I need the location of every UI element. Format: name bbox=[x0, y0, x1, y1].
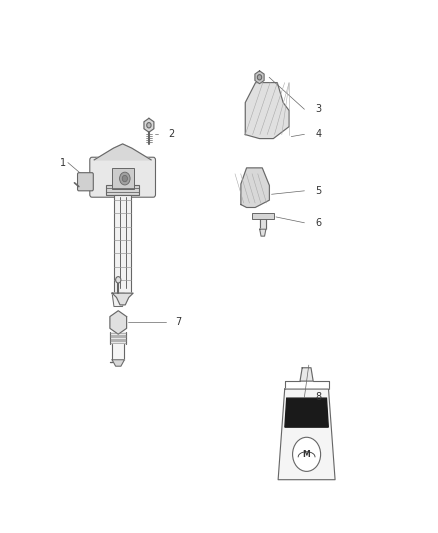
FancyBboxPatch shape bbox=[78, 173, 93, 191]
Polygon shape bbox=[285, 398, 328, 427]
Polygon shape bbox=[112, 293, 124, 306]
Text: 5: 5 bbox=[315, 186, 321, 196]
Polygon shape bbox=[241, 168, 269, 207]
Polygon shape bbox=[112, 293, 133, 305]
Text: 1: 1 bbox=[60, 158, 66, 167]
Bar bbox=[112, 168, 134, 189]
Polygon shape bbox=[260, 229, 266, 236]
Polygon shape bbox=[112, 344, 124, 360]
Text: 8: 8 bbox=[315, 392, 321, 402]
Polygon shape bbox=[110, 333, 126, 344]
FancyBboxPatch shape bbox=[90, 157, 155, 197]
Circle shape bbox=[122, 175, 127, 182]
Circle shape bbox=[293, 437, 321, 471]
Circle shape bbox=[116, 277, 121, 283]
Text: 4: 4 bbox=[315, 130, 321, 139]
Text: 3: 3 bbox=[315, 104, 321, 114]
Polygon shape bbox=[110, 311, 127, 334]
Polygon shape bbox=[112, 360, 124, 366]
Text: 6: 6 bbox=[315, 218, 321, 228]
Circle shape bbox=[147, 123, 151, 128]
Polygon shape bbox=[255, 71, 264, 84]
Bar bbox=[106, 185, 139, 195]
Polygon shape bbox=[278, 389, 335, 480]
Bar bbox=[252, 213, 274, 219]
Text: 7: 7 bbox=[175, 318, 181, 327]
Polygon shape bbox=[144, 118, 154, 132]
Text: 2: 2 bbox=[169, 130, 175, 139]
Text: M: M bbox=[303, 450, 311, 459]
Polygon shape bbox=[300, 368, 313, 381]
Polygon shape bbox=[260, 219, 266, 229]
Circle shape bbox=[257, 75, 261, 80]
Polygon shape bbox=[245, 83, 289, 139]
Polygon shape bbox=[94, 144, 151, 160]
Bar bbox=[114, 195, 131, 293]
Circle shape bbox=[120, 172, 130, 185]
